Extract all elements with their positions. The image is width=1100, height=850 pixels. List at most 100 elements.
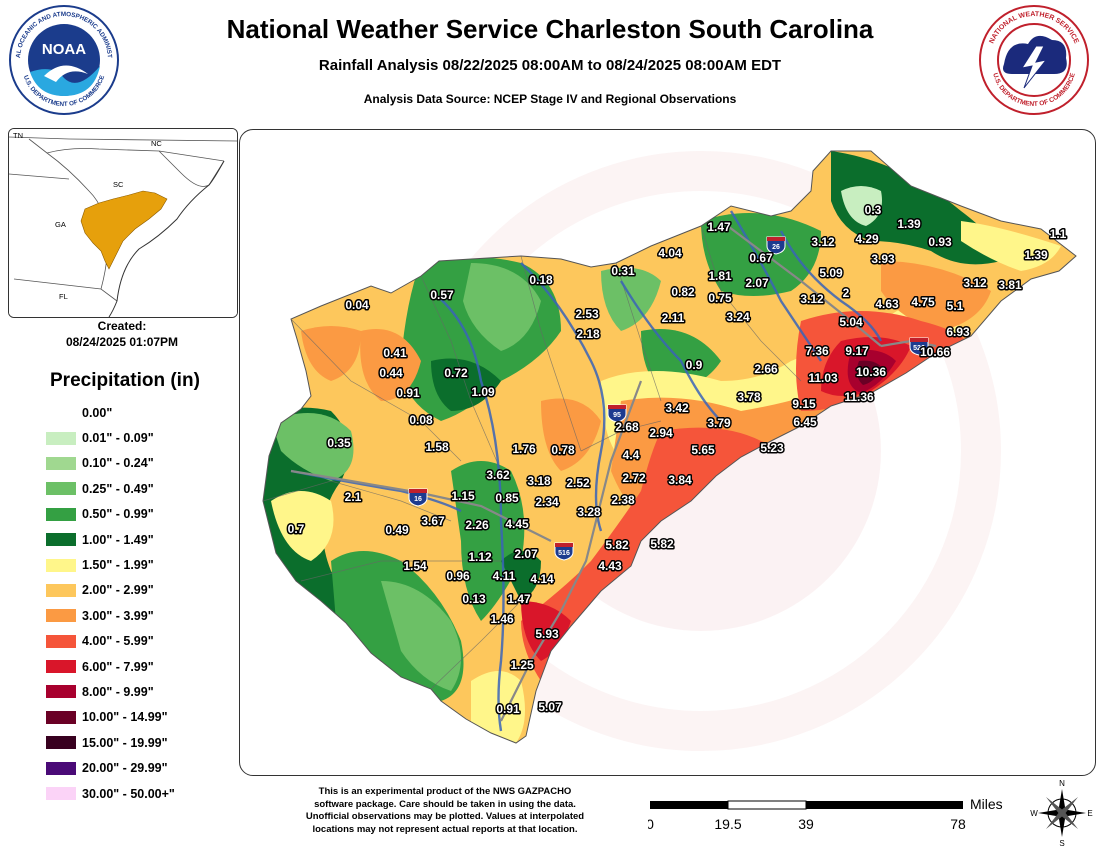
rainfall-value: 0.57 (430, 288, 454, 302)
legend-swatch (46, 609, 76, 623)
compass-w: W (1030, 809, 1038, 818)
rainfall-value: 0.35 (327, 436, 351, 450)
rainfall-value: 0.91 (396, 386, 420, 400)
rainfall-value: 0.13 (462, 592, 486, 606)
compass-e: E (1087, 809, 1092, 818)
rainfall-value: 2.11 (662, 311, 685, 325)
legend-item: 2.00" - 2.99" (46, 578, 175, 603)
legend-item: 0.50" - 0.99" (46, 502, 175, 527)
rainfall-value: 3.62 (486, 468, 510, 482)
compass-n: N (1059, 779, 1065, 788)
legend-label: 30.00" - 50.00+" (82, 786, 175, 801)
rainfall-value: 4.43 (598, 559, 622, 573)
rainfall-value: 1.76 (512, 442, 536, 456)
legend-item: 1.00" - 1.49" (46, 527, 175, 552)
rainfall-value: 3.78 (737, 390, 761, 404)
inset-label-tn: TN (13, 131, 23, 140)
inset-label-ga: GA (55, 220, 66, 229)
rainfall-value: 4.04 (658, 246, 682, 260)
rainfall-value: 1.25 (510, 658, 534, 672)
disclaimer-line: locations may not represent actual repor… (312, 823, 578, 835)
scale-tick-3: 78 (950, 816, 966, 832)
interstate-number: 95 (613, 412, 621, 419)
nws-logo: NATIONAL WEATHER SERVICE U.S. DEPARTMENT… (979, 5, 1089, 115)
legend-item: 20.00" - 29.99" (46, 755, 175, 780)
rainfall-value: 2.53 (575, 307, 599, 321)
rainfall-value: 1.58 (425, 440, 449, 454)
rainfall-value: 3.67 (421, 514, 445, 528)
rainfall-value: 3.84 (668, 473, 692, 487)
rainfall-value: 4.4 (623, 448, 640, 462)
rainfall-value: 4.75 (911, 295, 935, 309)
rainfall-value: 2.68 (615, 420, 639, 434)
rainfall-value: 0.75 (708, 291, 732, 305)
locator-map: TN NC SC GA FL (8, 128, 238, 318)
legend-item: 8.00" - 9.99" (46, 679, 175, 704)
legend-swatch (46, 482, 76, 496)
legend-swatch (46, 761, 76, 775)
legend-swatch (46, 533, 76, 547)
rainfall-value: 3.28 (577, 505, 601, 519)
legend-swatch (46, 660, 76, 674)
rainfall-values: 0.31.390.931.11.391.474.04 0.673.12 4.293.… (286, 202, 1068, 718)
legend-swatch (46, 634, 76, 648)
rainfall-value: 4.14 (530, 572, 554, 586)
rainfall-value: 0.67 (749, 251, 773, 265)
scale-bar: Miles 0 19.5 39 78 (648, 797, 1003, 832)
rainfall-value: 2.07 (745, 276, 769, 290)
interstate-shields: 26 95 16 516 526 (408, 236, 929, 561)
rainfall-value: 0.85 (495, 491, 519, 505)
legend-swatch (46, 406, 76, 420)
rainfall-value: 2 (843, 286, 850, 300)
scale-tick-1: 19.5 (714, 816, 741, 832)
rainfall-value: 5.82 (605, 538, 629, 552)
legend-label: 8.00" - 9.99" (82, 684, 154, 699)
scale-tick-2: 39 (798, 816, 814, 832)
rainfall-value: 4.29 (855, 232, 879, 246)
rainfall-value: 5.09 (819, 266, 843, 280)
legend-item: 0.01" - 0.09" (46, 425, 175, 450)
noaa-wordmark: NOAA (42, 41, 86, 58)
legend-label: 0.25" - 0.49" (82, 481, 154, 496)
rainfall-value: 3.12 (963, 276, 987, 290)
interstate-number: 16 (414, 496, 422, 503)
legend-label: 1.00" - 1.49" (82, 532, 154, 547)
rainfall-value: 1.39 (897, 217, 921, 231)
rainfall-value: 1.47 (507, 592, 531, 606)
rainfall-value: 1.39 (1024, 248, 1048, 262)
rainfall-value: 3.12 (811, 235, 835, 249)
rainfall-value: 4.45 (505, 517, 529, 531)
legend-swatch (46, 685, 76, 699)
rainfall-value: 10.36 (856, 365, 886, 379)
rainfall-value: 0.3 (865, 203, 882, 217)
rainfall-value: 0.31 (611, 264, 635, 278)
rainfall-value: 5.07 (538, 700, 562, 714)
rainfall-value: 0.9 (686, 358, 703, 372)
rainfall-value: 2.07 (514, 547, 538, 561)
interstate-number: 526 (913, 345, 925, 352)
legend-label: 4.00" - 5.99" (82, 634, 154, 649)
county-lines (262, 225, 802, 690)
inset-label-sc: SC (113, 180, 124, 189)
legend-label: 2.00" - 2.99" (82, 583, 154, 598)
rainfall-value: 2.94 (649, 426, 673, 440)
rainfall-value: 1.46 (490, 612, 514, 626)
interstate-shield-icon: 26 (766, 236, 786, 255)
rainfall-value: 1.81 (708, 269, 732, 283)
legend-label: 0.50" - 0.99" (82, 507, 154, 522)
rainfall-value: 0.72 (444, 366, 468, 380)
rainfall-value: 0.96 (446, 569, 470, 583)
rainfall-value: 5.1 (947, 299, 964, 313)
legend-label: 0.00" (82, 405, 113, 420)
legend-item: 15.00" - 19.99" (46, 730, 175, 755)
rainfall-value: 10.66 (920, 345, 950, 359)
legend-label: 10.00" - 14.99" (82, 710, 168, 725)
rainfall-value: 5.65 (691, 443, 715, 457)
interstate-shield-icon: 95 (607, 404, 627, 423)
rainfall-value: 2.66 (754, 362, 778, 376)
rainfall-value: 0.78 (551, 443, 575, 457)
rainfall-value: 0.93 (928, 235, 952, 249)
rainfall-value: 2.52 (566, 476, 590, 490)
legend-label: 1.50" - 1.99" (82, 558, 154, 573)
legend-item: 3.00" - 3.99" (46, 603, 175, 628)
